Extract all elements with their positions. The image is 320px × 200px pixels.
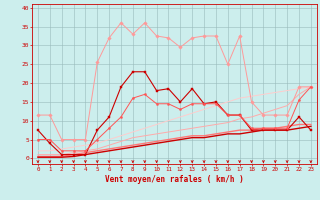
X-axis label: Vent moyen/en rafales ( km/h ): Vent moyen/en rafales ( km/h ) <box>105 175 244 184</box>
